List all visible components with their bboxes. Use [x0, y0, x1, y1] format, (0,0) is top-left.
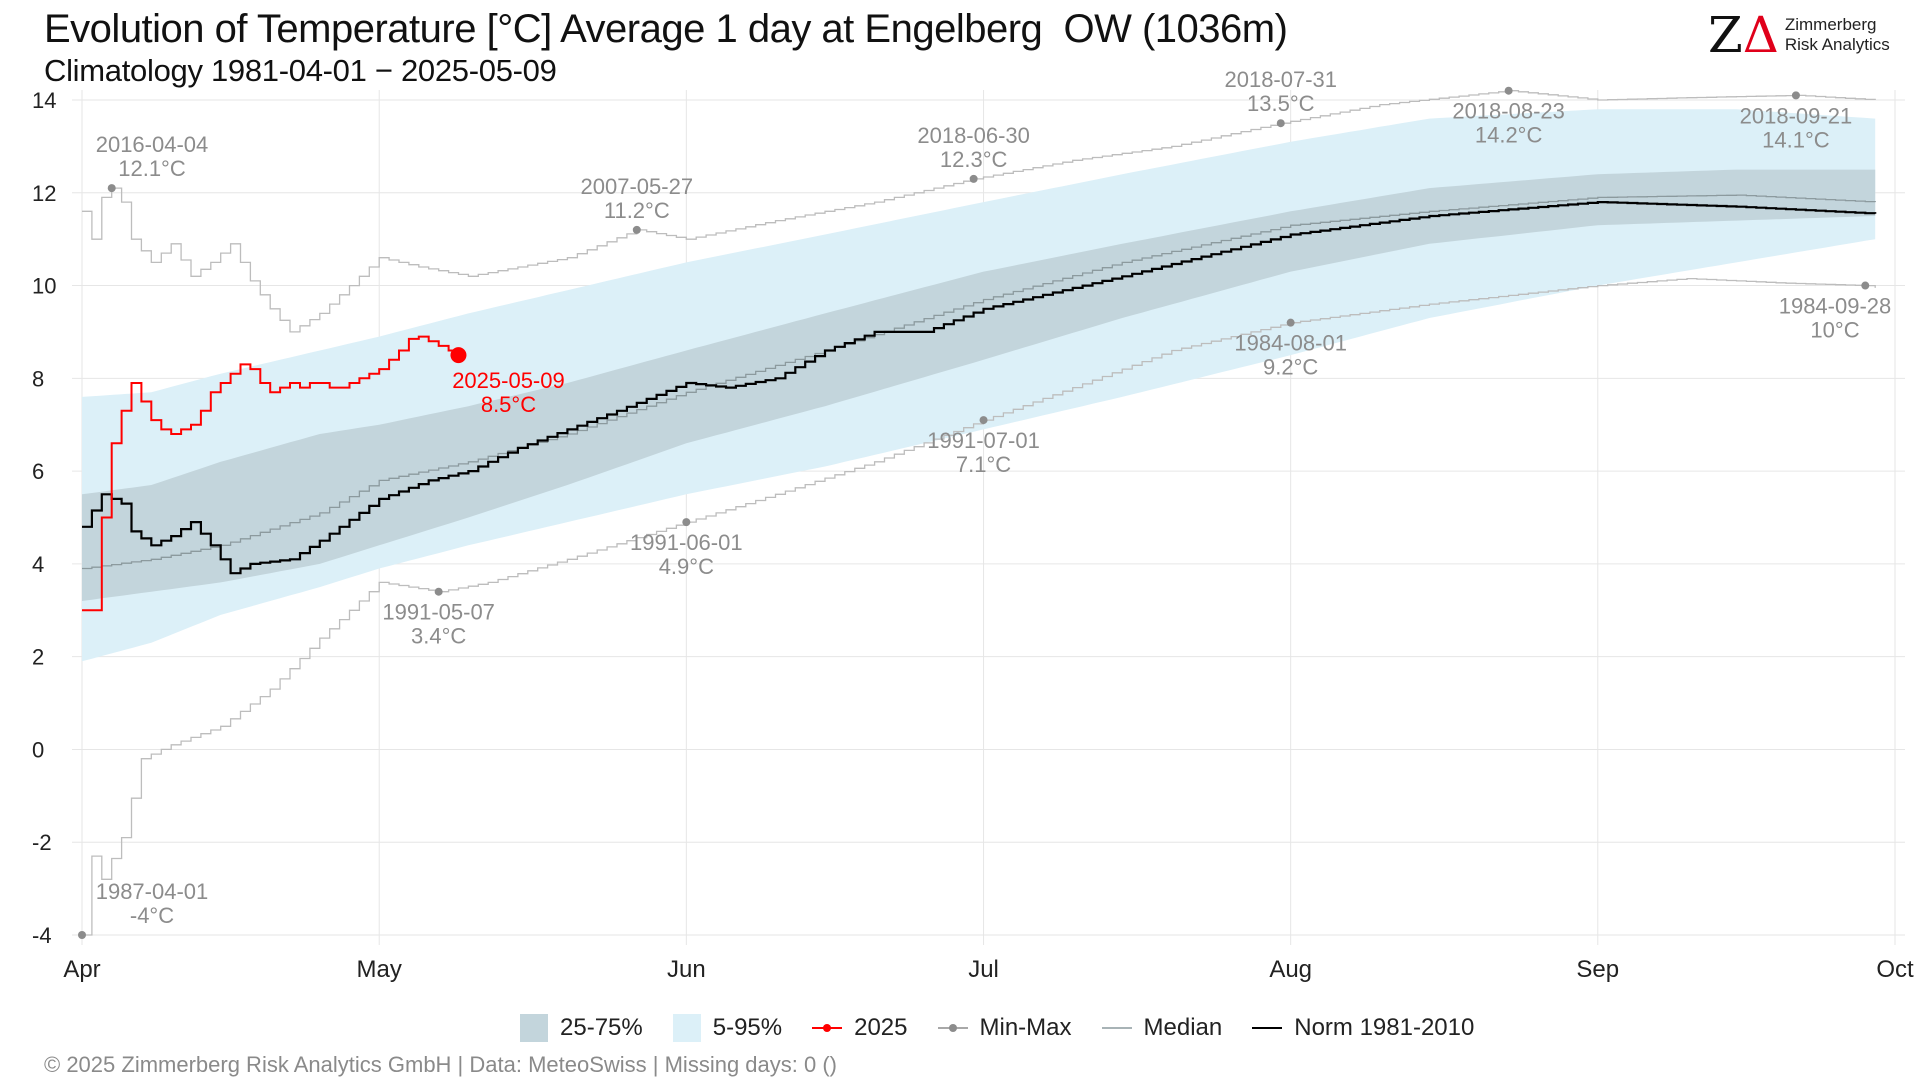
max-record-point — [1276, 119, 1285, 128]
min-record-date-label: 1991-07-01 — [927, 428, 1040, 453]
current-date-label: 2025-05-09 — [452, 368, 565, 393]
chart-legend: 25-75% 5-95% 2025 Min-Max Median Norm 19… — [520, 1014, 1504, 1042]
min-record-value-label: 4.9°C — [659, 554, 714, 579]
min-record-point — [434, 587, 443, 596]
y-tick-label: 0 — [32, 737, 44, 762]
max-record-point — [1504, 86, 1513, 95]
y-tick-label: 10 — [32, 274, 56, 299]
y-tick-label: -4 — [32, 923, 52, 948]
max-line — [82, 90, 1876, 333]
x-tick-label: Jul — [968, 956, 999, 983]
legend-swatch-minmax — [937, 1024, 968, 1032]
max-record-point — [969, 174, 978, 183]
max-record-date-label: 2016-04-04 — [96, 132, 209, 157]
logo-mark: ZΔ — [1708, 10, 1779, 60]
max-record-value-label: 12.3°C — [940, 147, 1008, 172]
legend-swatch-current — [812, 1024, 843, 1032]
max-record-point — [107, 184, 116, 193]
min-record-point — [1286, 318, 1295, 327]
max-record-date-label: 2018-07-31 — [1224, 67, 1337, 92]
max-record-date-label: 2018-08-23 — [1452, 99, 1565, 124]
x-tick-label: Oct — [1876, 956, 1914, 983]
chart-subtitle: Climatology 1981-04-01 − 2025-05-09 — [44, 53, 557, 88]
y-tick-label: 14 — [32, 88, 56, 113]
y-tick-label: 8 — [32, 366, 44, 391]
band-25-75 — [82, 169, 1876, 601]
legend-item-iqr: 25-75% — [520, 1014, 643, 1042]
legend-label-p5-95: 5-95% — [712, 1014, 783, 1041]
max-record-point — [1791, 91, 1800, 100]
x-tick-label: Sep — [1576, 956, 1619, 983]
min-record-point — [1861, 281, 1870, 290]
band-5-95 — [82, 109, 1876, 662]
x-tick-label: Aug — [1269, 956, 1312, 983]
legend-swatch-median — [1101, 1027, 1132, 1029]
max-record-value-label: 14.2°C — [1475, 123, 1543, 148]
max-record-date-label: 2018-06-30 — [917, 123, 1030, 148]
min-record-point — [979, 416, 988, 425]
x-tick-label: Jun — [667, 956, 706, 983]
y-tick-label: 2 — [32, 645, 44, 670]
max-record-value-label: 11.2°C — [604, 198, 670, 223]
y-tick-label: -2 — [32, 830, 52, 855]
max-record-point — [632, 225, 641, 234]
legend-label-norm: Norm 1981-2010 — [1294, 1014, 1475, 1041]
min-record-date-label: 1984-08-01 — [1234, 331, 1347, 356]
x-tick-label: Apr — [63, 956, 100, 983]
norm-line — [82, 201, 1877, 575]
legend-item-current: 2025 — [812, 1014, 908, 1042]
logo-z-glyph: Z — [1708, 6, 1743, 64]
min-record-date-label: 1984-09-28 — [1779, 294, 1892, 319]
x-tick-label: May — [357, 956, 402, 983]
y-tick-label: 4 — [32, 552, 44, 577]
legend-swatch-norm — [1252, 1027, 1283, 1029]
legend-item-median: Median — [1101, 1014, 1223, 1042]
min-record-value-label: 3.4°C — [411, 624, 466, 649]
max-record-date-label: 2018-09-21 — [1740, 103, 1853, 128]
min-record-date-label: 1987-04-01 — [96, 879, 209, 904]
current-value-label: 8.5°C — [481, 392, 536, 417]
legend-item-minmax: Min-Max — [937, 1014, 1072, 1042]
legend-item-p5-95: 5-95% — [672, 1014, 783, 1042]
legend-label-median: Median — [1143, 1014, 1223, 1041]
company-logo: ZΔ Zimmerberg Risk Analytics — [1708, 10, 1890, 60]
min-record-point — [682, 518, 691, 527]
chart-header: Evolution of Temperature [°C] Average 1 … — [44, 6, 1288, 90]
max-record-value-label: 13.5°C — [1247, 91, 1315, 116]
legend-label-iqr: 25-75% — [560, 1014, 643, 1041]
min-record-value-label: 7.1°C — [956, 452, 1011, 477]
legend-item-norm: Norm 1981-2010 — [1252, 1014, 1474, 1042]
legend-label-current: 2025 — [854, 1014, 908, 1041]
logo-line-1: Zimmerberg — [1784, 15, 1877, 34]
legend-swatch-p5-95 — [672, 1014, 701, 1042]
median-line — [82, 194, 1876, 570]
max-record-value-label: 12.1°C — [118, 156, 186, 181]
legend-swatch-iqr — [520, 1014, 548, 1042]
y-tick-label: 6 — [32, 459, 44, 484]
chart-title: Evolution of Temperature [°C] Average 1 … — [44, 7, 1288, 51]
current-value-point — [450, 347, 467, 364]
max-record-date-label: 2007-05-27 — [581, 174, 694, 199]
y-tick-label: 12 — [32, 181, 56, 206]
copyright-footer: © 2025 Zimmerberg Risk Analytics GmbH | … — [44, 1052, 837, 1077]
min-record-date-label: 1991-05-07 — [382, 600, 495, 625]
logo-line-2: Risk Analytics — [1784, 35, 1890, 54]
legend-label-minmax: Min-Max — [979, 1014, 1072, 1041]
min-record-value-label: -4°C — [130, 903, 174, 928]
min-record-date-label: 1991-06-01 — [630, 530, 743, 555]
logo-text: Zimmerberg Risk Analytics — [1785, 15, 1890, 55]
min-record-point — [78, 931, 86, 939]
max-record-value-label: 14.1°C — [1762, 127, 1830, 152]
current-2025-line — [82, 335, 460, 612]
min-record-value-label: 10°C — [1810, 318, 1859, 343]
min-record-value-label: 9.2°C — [1263, 355, 1318, 380]
logo-delta-glyph: Δ — [1742, 6, 1779, 64]
